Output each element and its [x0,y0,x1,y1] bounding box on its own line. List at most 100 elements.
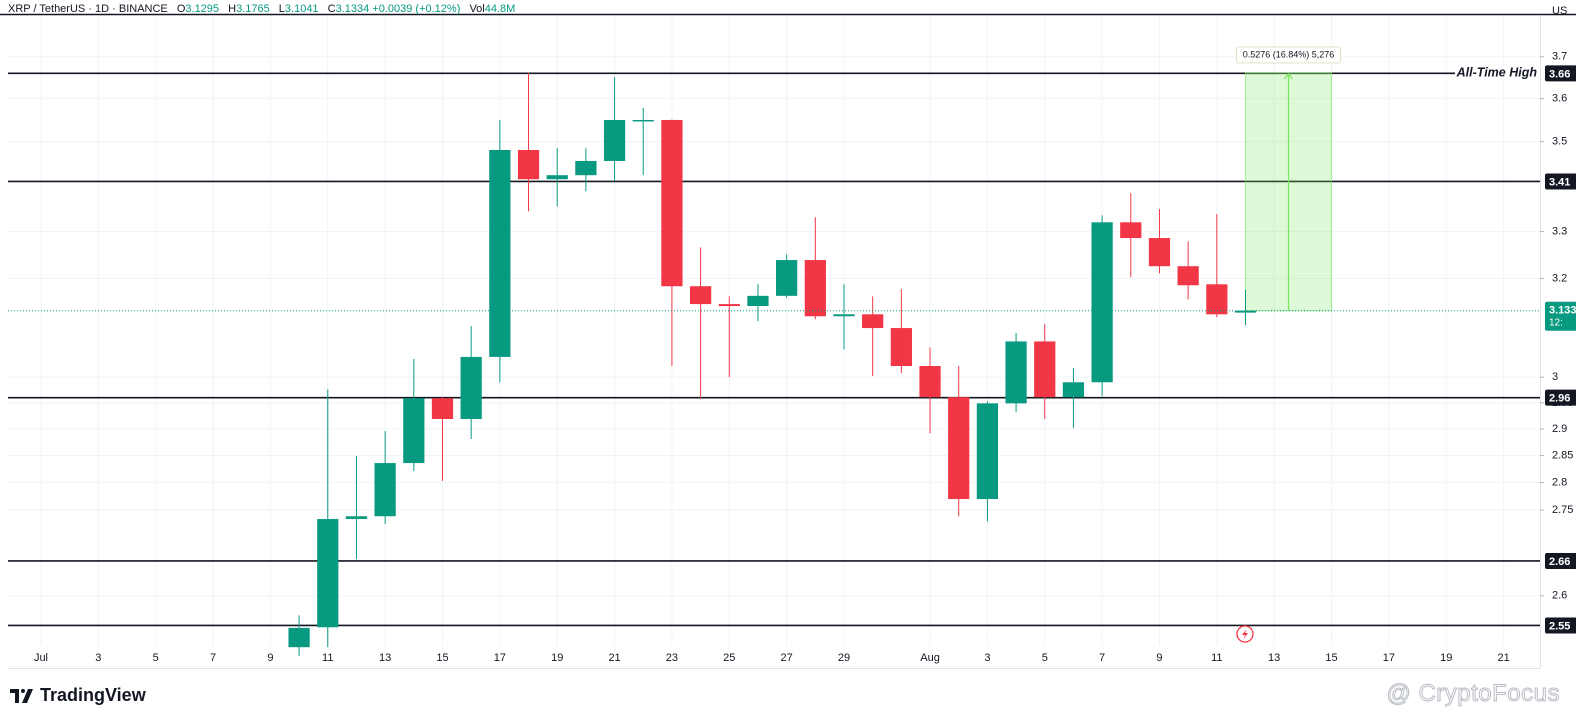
countdown: 12: [1549,317,1563,328]
watermark: @ CryptoFocus [1386,680,1560,708]
x-tick-label: Aug [920,652,940,664]
x-tick-label: 17 [494,652,506,664]
x-tick-label: 15 [1325,652,1337,664]
volume: 44.8M [484,3,516,15]
level-label-box [1545,389,1576,406]
candle-body [804,260,826,317]
x-tick-label: 29 [838,652,850,664]
candle-body [489,149,511,357]
level-label-box [1545,173,1576,190]
x-tick-label: 3 [95,652,101,664]
y-tick-label: 3.2 [1552,272,1567,284]
x-tick-label: 21 [1497,652,1509,664]
brand-icon [10,688,33,703]
x-tick-label: 13 [379,652,391,664]
close-value: 3.1334 [335,3,370,15]
measure-arrowhead [1284,72,1294,80]
x-tick-label: 25 [723,652,735,664]
candle-body [431,398,454,419]
x-tick-label: 11 [322,652,333,664]
measure-label-box [1236,46,1342,64]
legend-header: XRP / TetherUS · 1D · BINANCE O3.1295 H3… [8,3,515,15]
x-tick-label: 11 [1211,652,1222,664]
candle-body [948,397,970,500]
x-tick-label: 5 [1042,652,1048,664]
x-tick-label: 3 [984,652,990,664]
plot-area [8,72,1540,656]
candle-body [919,366,941,398]
x-tick-label: 5 [153,652,159,664]
x-tick-label: 7 [1099,652,1105,664]
y-tick-label: 2.9 [1552,423,1567,435]
candle-body [546,175,568,180]
candle-body [833,314,855,317]
alert-icon [1236,625,1254,643]
current-price-box [1545,301,1576,331]
level-label: 2.66 [1549,556,1570,568]
candle-body [317,519,339,628]
level-label-box [1545,552,1576,569]
level-label: 2.96 [1549,393,1570,405]
x-tick-label: 21 [608,652,620,664]
y-tick-label: 2.6 [1552,590,1567,602]
x-tick-label: 9 [267,652,273,664]
brand-logo: TradingView [10,685,146,706]
candle-body [1148,238,1171,267]
y-tick-label: 3.5 [1552,136,1567,148]
candle-body [603,119,626,161]
candle-body [862,314,884,329]
volume-label: Vol [469,3,485,15]
candle-body [1091,222,1113,383]
level-label: 3.66 [1549,68,1570,80]
currency-label: US [1552,5,1567,17]
axes: 3.73.63.53.33.232.952.92.852.82.752.6Jul… [34,46,1576,664]
x-tick-label: 9 [1156,652,1162,664]
x-tick-label: 17 [1383,652,1395,664]
x-tick-label: 7 [210,652,216,664]
y-tick-label: 3.7 [1552,51,1567,63]
candle-body [718,304,740,307]
candle-body [661,119,683,287]
current-price-label: 3.1334 [1549,305,1576,317]
candle-body [747,295,769,307]
candle-body [1177,266,1199,286]
y-tick-label: 2.75 [1552,504,1573,516]
x-tick-label: Jul [34,652,48,664]
candle-body [1206,284,1228,315]
low-label: L [278,3,285,15]
annotation-bg [1455,65,1540,82]
candle-body [403,398,425,464]
symbol: XRP / TetherUS · 1D · BINANCE [8,3,168,15]
high-label: H [228,3,237,15]
x-tick-label: 19 [1440,652,1452,664]
candle-body [575,160,597,176]
candle-body [632,119,654,122]
candle-body [1062,382,1085,398]
y-tick-label: 3.3 [1552,225,1567,237]
x-tick-label: 23 [666,652,678,664]
level-label-box [1545,617,1576,634]
high-value: 3.1765 [236,3,270,15]
candle-body [1034,341,1056,398]
candle-body [1234,310,1257,313]
candle-body [1120,222,1142,239]
brand-name: TradingView [40,685,146,705]
y-tick-label: 2.8 [1552,476,1567,488]
level-label-box [1545,65,1576,82]
candle-body [689,286,712,305]
candle-body [976,403,999,500]
y-tick-label: 2.85 [1552,449,1573,461]
candle-body [460,356,482,419]
level-label: 2.55 [1549,620,1570,632]
y-tick-label: 3.6 [1552,93,1567,105]
candle-body [1005,341,1027,404]
y-tick-label: 3 [1552,371,1558,383]
level-label: 3.41 [1549,176,1570,188]
open-label: O [176,3,186,15]
candle-body [345,516,368,520]
candle-body [517,149,540,180]
candle-body [288,627,310,648]
